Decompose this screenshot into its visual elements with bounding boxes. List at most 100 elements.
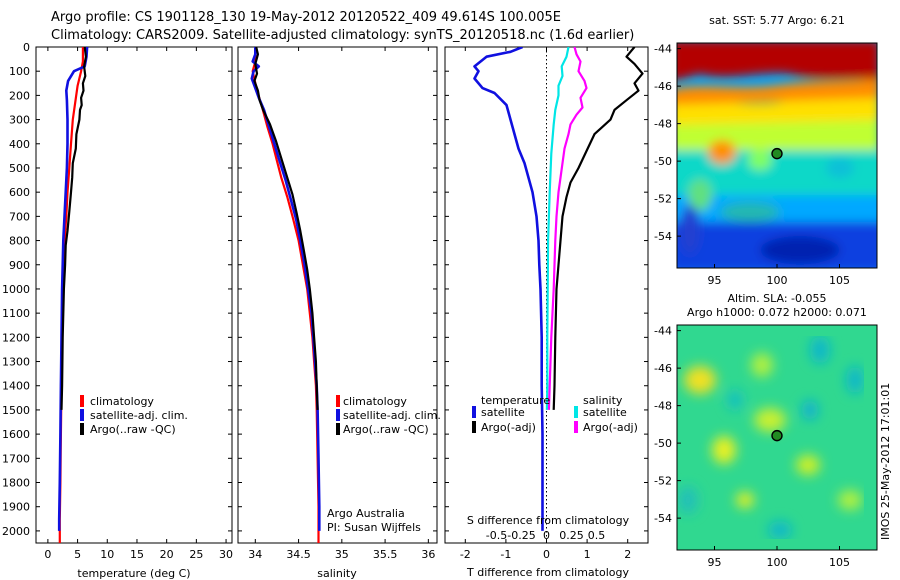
sla-eddy	[684, 366, 716, 394]
x-tick-label: 20	[160, 548, 174, 561]
map-x-tick-label: 100	[767, 274, 788, 287]
map-y-tick-label: -44	[654, 325, 672, 338]
sst-eddy	[748, 150, 772, 170]
x-tick-label: 15	[130, 548, 144, 561]
legend-label-satellite: satellite-adj. clim.	[90, 409, 188, 422]
s-tick-label: 0.5	[588, 529, 606, 542]
x-tick-label: 35	[335, 548, 349, 561]
x-tick-label: 36	[421, 548, 435, 561]
series-line-temperature-satellite	[473, 47, 544, 531]
x-tick-label: 35.5	[373, 548, 398, 561]
sla-map-title-2: Argo h1000: 0.072 h2000: 0.071	[687, 306, 867, 319]
legend-label-sal-argo: Argo(-adj)	[583, 421, 638, 434]
depth-tick-label: 1900	[2, 501, 30, 514]
credit-line-1: Argo Australia	[327, 507, 405, 520]
x-tick-label: 30	[219, 548, 233, 561]
sst-band	[677, 78, 877, 105]
depth-tick-label: 400	[9, 138, 30, 151]
sla-eddy	[678, 486, 698, 514]
difference-lines	[473, 47, 644, 531]
series-line-temperature-argo-adj-	[552, 47, 644, 410]
x-tick-label: 10	[100, 548, 114, 561]
sla-eddy	[727, 390, 743, 410]
map-x-tick-label: 100	[767, 556, 788, 569]
depth-tick-label: 1800	[2, 477, 30, 490]
legend-swatch-climatology	[80, 395, 84, 407]
map-x-tick-label: 105	[829, 556, 850, 569]
sla-eddy	[768, 521, 792, 539]
series-line-argo-raw-qc-	[253, 47, 319, 410]
x-tick-label: 25	[189, 548, 203, 561]
series-line-satellite-adj-clim-	[57, 47, 89, 531]
map-y-tick-label: -46	[654, 80, 672, 93]
climatology-subtitle: Climatology: CARS2009. Satellite-adjuste…	[51, 28, 635, 43]
sst-map-ticks: 95 100 105 -44 -46 -48 -50 -52 -54	[654, 43, 850, 287]
legend-swatch-sal-argo	[574, 421, 578, 433]
temperature-lines	[57, 47, 89, 543]
legend-swatch-temp-satellite	[472, 406, 476, 418]
depth-tick-label: 200	[9, 89, 30, 102]
sst-eddy	[720, 202, 780, 222]
x-tick-label: -1	[500, 548, 511, 561]
depth-tick-label: 1200	[2, 331, 30, 344]
legend-label-climatology: climatology	[343, 395, 407, 408]
depth-tick-label: 1100	[2, 307, 30, 320]
x-tick-label: 1	[584, 548, 591, 561]
s-tick-label: 0	[543, 529, 550, 542]
sla-eddy	[712, 436, 736, 464]
sla-map-title-1: Altim. SLA: -0.055	[727, 292, 826, 305]
depth-ticks: 0 100 200 300 400 500 600 700 800 900 1000 1100 1200…	[2, 41, 232, 538]
series-line-argo-raw-qc-	[60, 47, 87, 410]
map-x-tick-label: 95	[708, 556, 722, 569]
sla-map-panel: Altim. SLA: -0.055 Argo h1000: 0.072 h20…	[654, 292, 878, 569]
depth-tick-label: 1000	[2, 283, 30, 296]
legend-swatch-temp-argo	[472, 421, 476, 433]
map-y-tick-label: -44	[654, 43, 672, 56]
t-difference-xlabel: T difference from climatology	[466, 566, 629, 579]
legend-swatch-climatology	[336, 395, 340, 407]
s-difference-label: S difference from climatology	[467, 514, 630, 527]
salinity-lines	[250, 47, 321, 543]
temperature-panel: 0100200300400500600700800900100011001200…	[2, 41, 233, 580]
sla-eddy	[754, 408, 786, 432]
map-y-tick-label: -52	[654, 193, 672, 206]
depth-tick-label: 300	[9, 114, 30, 127]
series-line-salinity-argo-adj-	[547, 47, 588, 410]
map-y-tick-label: -48	[654, 118, 672, 131]
temperature-axes	[35, 46, 233, 544]
map-y-tick-label: -52	[654, 475, 672, 488]
argo-float-marker	[771, 429, 783, 442]
sst-eddy	[680, 205, 700, 255]
sst-band	[677, 43, 877, 81]
sla-eddy	[751, 353, 773, 377]
sst-map-title: sat. SST: 5.77 Argo: 6.21	[709, 14, 845, 27]
temperature-xticks: 0 5 10 15 20 25 30	[44, 47, 233, 561]
salinity-legend: climatology satellite-adj. clim. Argo(..…	[336, 395, 441, 436]
depth-tick-label: 1400	[2, 380, 30, 393]
difference-panel: -2 -1 0 1 2 temperature salinity satellite A…	[444, 46, 649, 579]
map-x-tick-label: 95	[708, 274, 722, 287]
difference-depth-ticks	[445, 46, 648, 532]
x-tick-label: -2	[460, 548, 471, 561]
depth-tick-label: 1700	[2, 452, 30, 465]
depth-tick-label: 600	[9, 186, 30, 199]
difference-legend: temperature salinity satellite Argo(-adj…	[472, 394, 638, 434]
salinity-panel: 34 34.5 35 35.5 36 salinity climatology sate…	[237, 46, 441, 580]
s-tick-label: -0.5	[486, 529, 507, 542]
depth-tick-label: 1300	[2, 356, 30, 369]
depth-tick-label: 500	[9, 162, 30, 175]
x-tick-label: 34	[248, 548, 262, 561]
legend-label-temp-satellite: satellite	[481, 406, 525, 419]
depth-tick-label: 900	[9, 259, 30, 272]
legend-swatch-sal-satellite	[574, 406, 578, 418]
legend-label-argo: Argo(..raw -QC)	[343, 423, 429, 436]
legend-label-climatology: climatology	[90, 395, 154, 408]
map-y-tick-label: -46	[654, 362, 672, 375]
sla-map-ticks: 95 100 105 -44 -46 -48 -50 -52 -54	[654, 325, 850, 569]
x-tick-label: 0	[543, 548, 550, 561]
map-y-tick-label: -50	[654, 437, 672, 450]
argo-float-marker	[771, 147, 783, 160]
legend-label-satellite: satellite-adj. clim.	[343, 409, 441, 422]
sla-eddy	[810, 336, 830, 364]
